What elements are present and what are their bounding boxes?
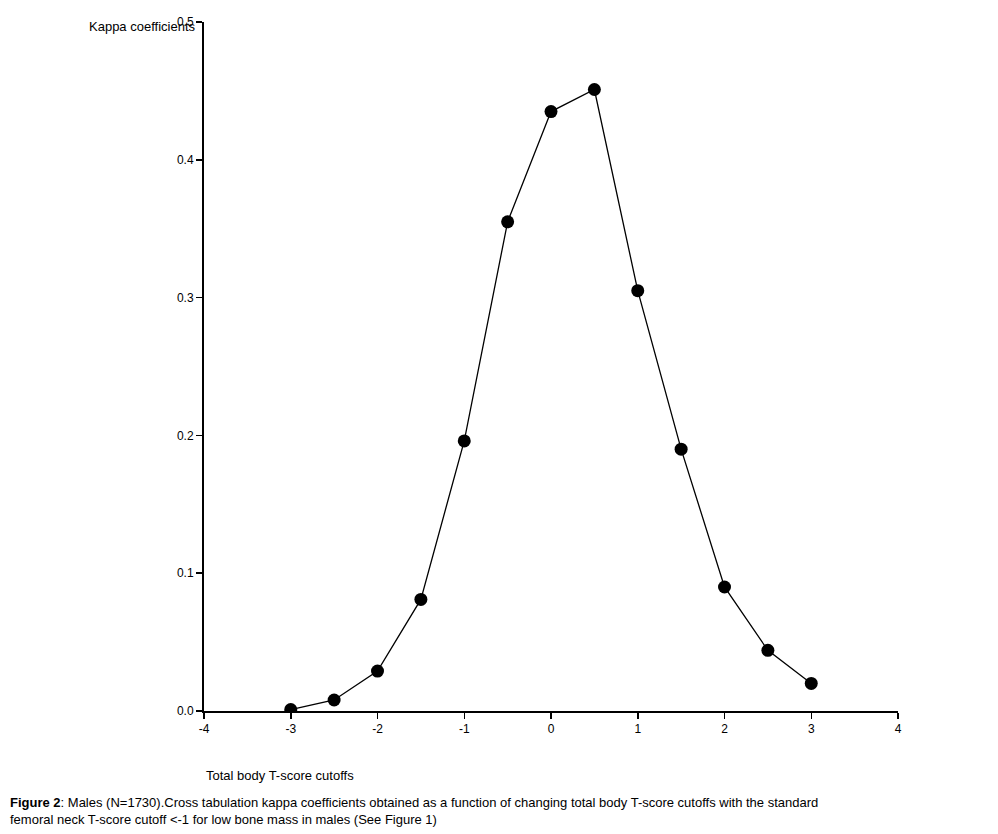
svg-text:Figure 2: Males (N=1730).Cross: Figure 2: Males (N=1730).Cross tabulatio… — [10, 795, 818, 827]
svg-text:0.5: 0.5 — [177, 15, 194, 29]
svg-text:-3: -3 — [285, 722, 296, 736]
svg-text:0: 0 — [548, 722, 555, 736]
svg-text:4: 4 — [895, 722, 902, 736]
svg-text:1: 1 — [634, 722, 641, 736]
svg-text:0.3: 0.3 — [177, 291, 194, 305]
svg-text:-2: -2 — [372, 722, 383, 736]
svg-text:0.2: 0.2 — [177, 429, 194, 443]
svg-text:Kappa coefficients: Kappa coefficients — [89, 19, 195, 34]
svg-text:0.0: 0.0 — [177, 704, 194, 718]
svg-text:3: 3 — [808, 722, 815, 736]
svg-text:-1: -1 — [459, 722, 470, 736]
svg-text:Total body T-score cutoffs: Total body T-score cutoffs — [206, 768, 354, 783]
svg-text:0.4: 0.4 — [177, 153, 194, 167]
svg-text:2: 2 — [721, 722, 728, 736]
svg-text:-4: -4 — [199, 722, 210, 736]
svg-text:0.1: 0.1 — [177, 566, 194, 580]
